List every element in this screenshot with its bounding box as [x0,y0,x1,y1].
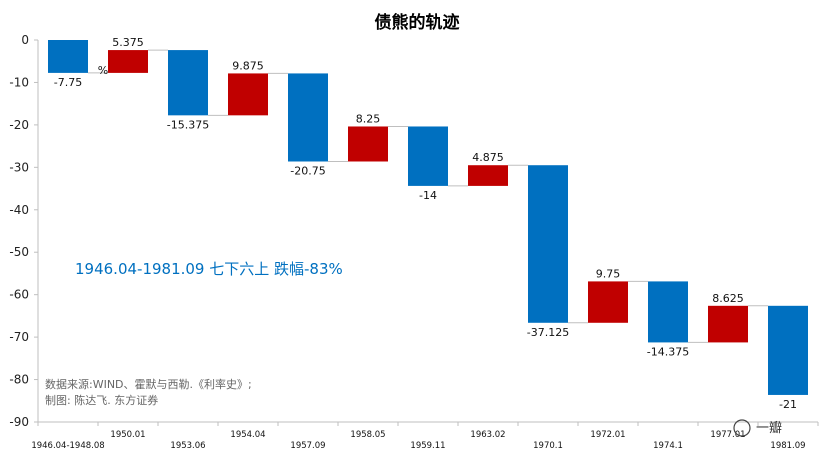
data-label: -7.75 [54,76,82,89]
y-tick-label: -60 [9,288,29,302]
axes-group: 0 -10 -20 -30 -40 -50 -60 -70 -80 -90 [9,33,819,429]
wechat-logo-icon [733,419,751,437]
watermark-text: 一瓣 [756,421,782,436]
data-label: 8.25 [356,112,381,125]
chart-title: 债熊的轨迹 [375,12,460,33]
x-tick-label: 1963.02 [470,430,505,440]
waterfall-bar [708,305,748,343]
data-label: 4.875 [472,151,504,164]
x-tick-label: 1946.04-1948.08 [31,441,104,451]
y-tick-label: -50 [9,245,29,259]
waterfall-bar [588,281,628,323]
data-label: 9.75 [596,267,621,280]
data-label: 9.875 [232,59,264,72]
data-label: -14 [419,189,437,202]
y-tick-label: -30 [9,160,29,174]
x-tick-label: 1977.01 [710,430,745,440]
data-labels-group: -7.75 5.375 -15.375 9.875 -20.75 8.25 -14 4.875… [54,36,797,411]
waterfall-bar [408,126,448,186]
unit-label: % [98,64,108,77]
y-tick-label: -80 [9,373,29,387]
x-tick-label: 1959.11 [410,441,445,451]
x-tick-label: 1974.1 [653,441,683,451]
waterfall-bar [648,281,688,343]
source-line-1: 数据来源:WIND、霍默与西勒.《利率史》; [45,377,252,391]
waterfall-bar [468,165,508,186]
x-tick-label: 1950.01 [110,430,145,440]
y-tick-label: 0 [21,33,29,47]
x-tick-labels-group: 1946.04-1948.08 1950.01 1953.06 1954.04 1957… [31,430,805,451]
waterfall-bar [528,165,568,323]
data-label: 5.375 [112,36,144,49]
bars-group [48,40,808,395]
y-tick-label: -40 [9,203,29,217]
data-label: -21 [779,398,797,411]
y-tick-label: -10 [9,75,29,89]
waterfall-bar [348,126,388,162]
watermark: 一瓣 [733,419,782,437]
data-label: -14.375 [647,345,689,358]
waterfall-bar [288,73,328,162]
y-tick-label: -90 [9,415,29,429]
x-tick-label: 1953.06 [170,441,205,451]
y-tick-label: -20 [9,118,29,132]
data-label: -15.375 [167,118,209,131]
x-tick-label: 1972.01 [590,430,625,440]
waterfall-bar [168,50,208,116]
x-tick-label: 1954.04 [230,430,265,440]
waterfall-bar [228,73,268,116]
x-tick-label: 1981.09 [770,441,805,451]
connectors-group [88,49,768,343]
waterfall-bar [48,40,88,73]
data-label: 8.625 [712,292,744,305]
chart-annotation: 1946.04-1981.09 七下六上 跌幅-83% [75,260,343,278]
waterfall-bar [768,305,808,395]
data-label: -20.75 [290,164,325,177]
y-tick-label: -70 [9,330,29,344]
x-tick-label: 1957.09 [290,441,325,451]
source-line-2: 制图: 陈达飞. 东方证券 [45,393,158,407]
x-tick-label: 1958.05 [350,430,385,440]
x-tick-label: 1970.1 [533,441,563,451]
data-label: -37.125 [527,326,569,339]
waterfall-bar [108,50,148,73]
